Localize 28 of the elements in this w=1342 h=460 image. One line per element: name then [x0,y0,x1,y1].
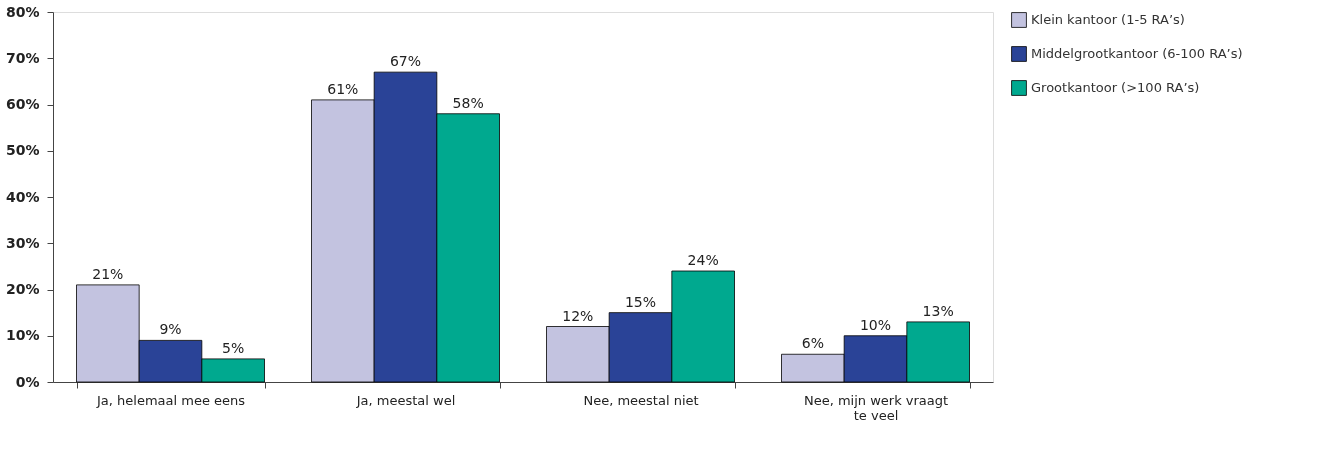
legend-label: Grootkantoor (>100 RA’s) [1031,80,1200,95]
data-label: 61% [327,80,359,97]
y-tick-label: 70% [5,49,40,66]
legend-label: Klein kantoor (1-5 RA’s) [1031,12,1185,27]
data-label: 12% [562,307,594,324]
data-label: 24% [687,252,719,268]
data-label: 58% [452,94,484,111]
y-tick-label: 20% [5,281,40,297]
y-tick-label: 0% [15,373,40,390]
data-label: 6% [801,335,824,352]
legend-label: Middelgrootkantoor (6-100 RA’s) [1031,46,1243,61]
y-tick-label: 50% [5,142,40,159]
data-label: 15% [624,293,657,310]
y-tick-label: 80% [5,3,40,20]
x-tick-label: Ja, helemaal mee eens [95,392,246,408]
y-tick-label: 30% [5,234,40,251]
y-tick-label: 60% [5,96,40,112]
x-tick-label: Nee, mijn werk vraagt te veel [803,392,949,423]
x-tick-label: Ja, meestal wel [355,392,456,408]
data-label: 10% [859,316,892,333]
data-label: 13% [922,302,954,319]
data-label: 9% [159,321,182,338]
y-tick-label: 10% [5,327,40,344]
y-tick-label: 40% [5,188,40,205]
data-label: 21% [92,265,124,282]
data-label: 5% [222,339,245,356]
x-tick-label: Nee, meestal niet [583,392,699,408]
data-label: 67% [389,53,422,70]
